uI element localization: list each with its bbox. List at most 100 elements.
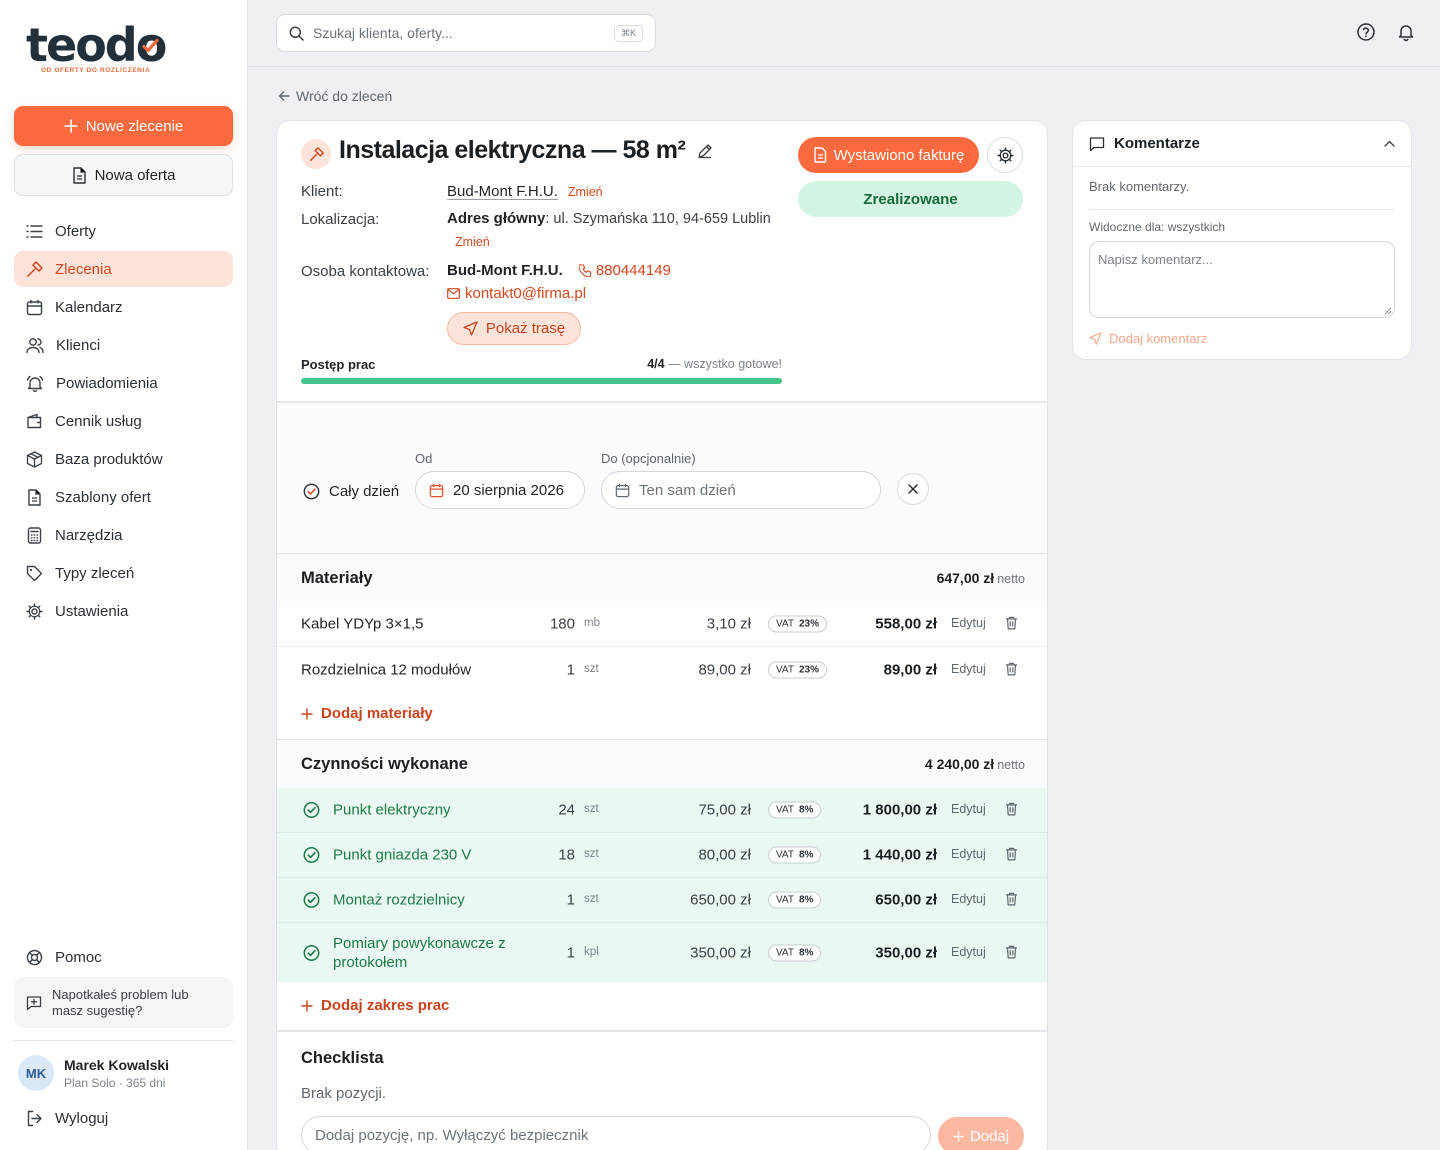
- bell-icon[interactable]: [1396, 22, 1416, 42]
- receipt-icon: [813, 147, 826, 163]
- user-profile[interactable]: MK Marek Kowalski Plan Solo · 365 dni: [18, 1055, 169, 1091]
- email-link[interactable]: kontakt0@firma.pl: [447, 285, 586, 302]
- vat-badge: VAT 8%: [768, 801, 822, 819]
- comments-header[interactable]: Komentarze: [1073, 121, 1411, 167]
- send-icon: [1089, 332, 1102, 345]
- sidebar-item-narzedzia[interactable]: Narzędzia: [14, 517, 233, 553]
- edit-button[interactable]: Edytuj: [951, 846, 986, 861]
- logo[interactable]: teodo OD OFERTY DO ROZLICZENIA: [26, 20, 167, 74]
- contact-label: Osoba kontaktowa:: [301, 263, 430, 280]
- location-address: : ul. Szymańska 110, 94-659 Lublin: [545, 210, 771, 227]
- vat-rate: 8%: [798, 849, 814, 861]
- navigation-icon: [463, 321, 478, 336]
- comment-textarea[interactable]: Napisz komentarz...: [1089, 241, 1395, 318]
- package-icon: [26, 450, 43, 468]
- sidebar-item-klienci[interactable]: Klienci: [14, 327, 233, 363]
- tag-icon: [26, 565, 43, 581]
- sidebar-item-baza-produktow[interactable]: Baza produktów: [14, 441, 233, 477]
- check-circle-icon[interactable]: [303, 944, 320, 961]
- check-circle-icon[interactable]: [303, 892, 320, 909]
- table-row[interactable]: Kabel YDYp 3×1,5 180 mb 3,10 zł VAT 23% 5…: [277, 602, 1047, 647]
- add-materials-button[interactable]: Dodaj materiały: [301, 705, 433, 722]
- sidebar-item-label: Narzędzia: [55, 526, 123, 544]
- user-name: Marek Kowalski: [64, 1056, 170, 1073]
- sidebar-item-cennik[interactable]: Cennik usług: [14, 403, 233, 439]
- phone-icon: [578, 264, 591, 277]
- contact-value: Bud-Mont F.H.U. 880444149: [447, 262, 671, 279]
- to-date-placeholder: Ten sam dzień: [639, 481, 736, 499]
- comments-visibility[interactable]: Widoczne dla: wszystkich: [1089, 220, 1226, 234]
- item-name: Punkt elektryczny: [333, 801, 451, 819]
- clear-dates-button[interactable]: [897, 473, 929, 505]
- feedback-button[interactable]: Napotkałeś problem lub masz sugestię?: [14, 977, 233, 1028]
- order-settings-button[interactable]: [987, 137, 1023, 173]
- search-input[interactable]: Szukaj klienta, oferty... ⌘K: [276, 14, 656, 52]
- new-order-button[interactable]: Nowe zlecenie: [14, 106, 233, 146]
- checklist-input[interactable]: Dodaj pozycję, np. Wyłączyć bezpiecznik: [301, 1116, 931, 1150]
- checklist-add-button[interactable]: Dodaj: [938, 1117, 1024, 1150]
- sidebar-item-typy-zlecen[interactable]: Typy zleceń: [14, 555, 233, 591]
- sidebar-item-powiadomienia[interactable]: Powiadomienia: [14, 365, 233, 401]
- show-route-button[interactable]: Pokaż trasę: [447, 312, 581, 345]
- item-qty: 18: [558, 846, 575, 864]
- table-row[interactable]: Pomiary powykonawcze z protokołem 1 kpl …: [277, 923, 1047, 982]
- item-name: Pomiary powykonawcze z protokołem: [333, 934, 506, 971]
- change-client-link[interactable]: Zmień: [567, 184, 603, 199]
- add-comment-button[interactable]: Dodaj komentarz: [1089, 331, 1207, 346]
- item-price: 350,00 zł: [690, 944, 751, 961]
- trash-icon[interactable]: [1005, 944, 1018, 958]
- calendar-icon: [615, 483, 630, 497]
- sidebar-item-zlecenia[interactable]: Zlecenia: [14, 251, 233, 287]
- check-circle-icon[interactable]: [303, 847, 320, 864]
- close-icon: [908, 484, 918, 494]
- trash-icon[interactable]: [1005, 802, 1018, 816]
- sidebar-item-szablony[interactable]: Szablony ofert: [14, 479, 233, 515]
- invoice-status-button[interactable]: Wystawiono fakturę: [798, 137, 979, 173]
- table-row[interactable]: Montaż rozdzielnicy 1 szt 650,00 zł VAT 8…: [277, 878, 1047, 923]
- new-offer-button[interactable]: Nowa oferta: [14, 154, 233, 196]
- sidebar-item-ustawienia[interactable]: Ustawienia: [14, 593, 233, 629]
- sidebar-item-label: Zlecenia: [55, 260, 112, 278]
- vat-rate: 23%: [798, 618, 819, 630]
- sidebar-item-kalendarz[interactable]: Kalendarz: [14, 289, 233, 325]
- change-location-link[interactable]: Zmień: [455, 235, 490, 249]
- new-offer-label: Nowa oferta: [94, 166, 176, 184]
- resize-handle-icon[interactable]: [1384, 307, 1392, 315]
- vat-badge: VAT 8%: [768, 891, 822, 909]
- logout-button[interactable]: Wyloguj: [14, 1100, 108, 1136]
- trash-icon[interactable]: [1005, 616, 1018, 630]
- contact-name: Bud-Mont F.H.U.: [447, 262, 563, 279]
- sidebar-item-oferty[interactable]: Oferty: [14, 213, 233, 249]
- from-date-field[interactable]: 20 sierpnia 2026: [415, 471, 585, 509]
- invoice-label: Wystawiono fakturę: [833, 146, 965, 164]
- chevron-up-icon[interactable]: [1384, 140, 1395, 147]
- materials-header: Materiały 647,00 zł netto: [277, 554, 1047, 602]
- table-row[interactable]: Punkt elektryczny 24 szt 75,00 zł VAT 8% …: [277, 788, 1047, 833]
- table-row[interactable]: Rozdzielnica 12 modułów 1 szt 89,00 zł V…: [277, 647, 1047, 692]
- help-circle-icon[interactable]: [1356, 22, 1376, 42]
- edit-button[interactable]: Edytuj: [951, 615, 986, 630]
- add-work-button[interactable]: Dodaj zakres prac: [301, 997, 449, 1014]
- phone-link[interactable]: 880444149: [578, 262, 671, 279]
- to-date-field[interactable]: Ten sam dzień: [601, 471, 881, 509]
- change-location-label: Zmień: [455, 235, 490, 249]
- check-circle-icon[interactable]: [303, 802, 320, 819]
- all-day-toggle[interactable]: Cały dzień: [303, 483, 399, 500]
- gear-icon: [996, 146, 1014, 164]
- trash-icon[interactable]: [1005, 892, 1018, 906]
- order-title: Instalacja elektryczna — 58 m²: [339, 136, 686, 164]
- help-link[interactable]: Pomoc: [14, 940, 233, 974]
- item-name: Kabel YDYp 3×1,5: [301, 615, 424, 633]
- edit-button[interactable]: Edytuj: [951, 944, 986, 959]
- trash-icon[interactable]: [1005, 661, 1018, 675]
- back-link[interactable]: Wróć do zleceń: [278, 88, 392, 104]
- status-badge[interactable]: Zrealizowane: [798, 181, 1023, 217]
- table-row[interactable]: Punkt gniazda 230 V 18 szt 80,00 zł VAT 8…: [277, 833, 1047, 878]
- edit-button[interactable]: Edytuj: [951, 661, 986, 676]
- client-link[interactable]: Bud-Mont F.H.U.: [447, 183, 558, 200]
- item-unit: szt: [584, 848, 599, 861]
- edit-button[interactable]: Edytuj: [951, 801, 986, 816]
- edit-button[interactable]: Edytuj: [951, 891, 986, 906]
- trash-icon[interactable]: [1005, 847, 1018, 861]
- pencil-icon[interactable]: [697, 143, 713, 159]
